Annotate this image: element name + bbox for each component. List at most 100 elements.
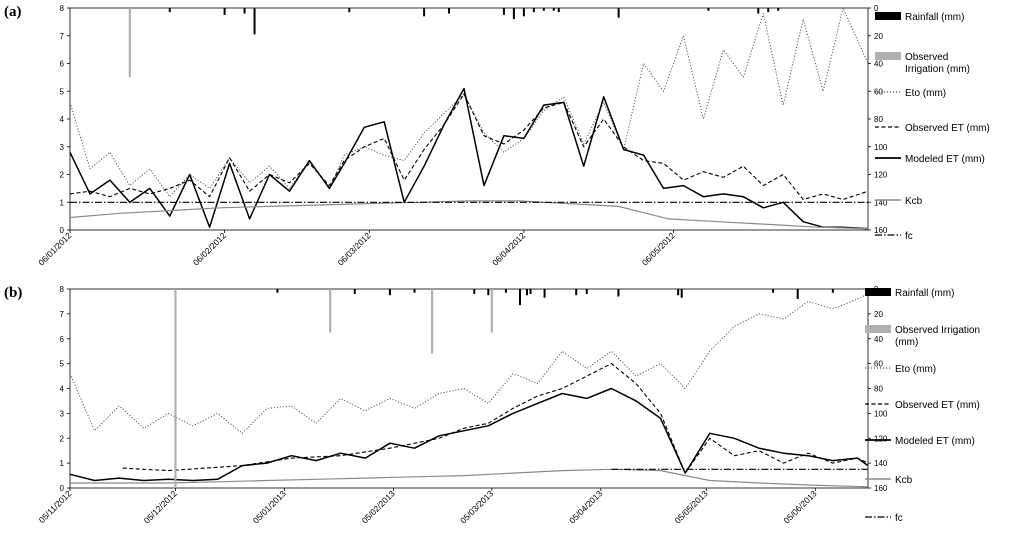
left-tick-label: 7 <box>60 310 65 319</box>
left-tick-label: 5 <box>60 360 65 369</box>
legend-label-fc: fc <box>905 231 913 242</box>
legend-label-obs_et: Observed ET (mm) <box>895 400 980 411</box>
rainfall-bar <box>617 8 620 18</box>
left-tick-label: 3 <box>60 143 65 152</box>
rainfall-bar <box>353 289 356 294</box>
left-tick-label: 2 <box>60 434 65 443</box>
legend-label-mod_et: Modeled ET (mm) <box>895 436 975 447</box>
rainfall-bar <box>348 8 351 13</box>
rainfall-bar <box>529 289 532 294</box>
rainfall-bar <box>617 289 620 297</box>
legend-swatch-irrigation <box>875 52 901 60</box>
legend-swatch-rainfall <box>865 288 891 296</box>
kcb-line <box>70 468 869 488</box>
mod_et-line <box>69 387 869 482</box>
panel-label: (b) <box>4 285 22 301</box>
rainfall-bar <box>473 289 476 294</box>
right-tick-label: 140 <box>874 459 888 468</box>
right-tick-label: 20 <box>874 32 883 41</box>
irrigation-bar <box>490 289 493 333</box>
left-tick-label: 8 <box>60 4 65 13</box>
x-tick-label: 05/04/2013 <box>567 488 604 525</box>
right-tick-label: 80 <box>874 385 883 394</box>
left-tick-label: 2 <box>60 171 65 180</box>
left-tick-label: 0 <box>60 226 65 235</box>
right-tick-label: 40 <box>874 60 883 69</box>
legend-label-fc: fc <box>895 513 903 524</box>
right-tick-label: 160 <box>874 484 888 493</box>
rainfall-bar <box>831 289 834 293</box>
rainfall-bar <box>677 289 680 296</box>
legend-label-irrigation: Irrigation (mm) <box>905 64 970 75</box>
left-tick-label: 3 <box>60 409 65 418</box>
irrigation-bar <box>430 289 434 354</box>
left-tick-label: 6 <box>60 60 65 69</box>
rainfall-bar <box>518 289 521 306</box>
x-tick-label: 05/12/2012 <box>142 488 179 525</box>
rainfall-bar <box>223 8 226 15</box>
rainfall-bar <box>575 289 578 296</box>
rainfall-bar <box>757 8 760 14</box>
left-tick-label: 7 <box>60 32 65 41</box>
x-tick-label: 06/02/2012 <box>191 230 228 267</box>
eto-line <box>69 7 869 198</box>
irrigation-bar <box>174 289 177 488</box>
legend-label-kcb: Kcb <box>905 196 923 207</box>
rainfall-bar <box>796 289 799 299</box>
legend-label-mod_et: Modeled ET (mm) <box>905 154 985 165</box>
right-tick-label: 120 <box>874 434 888 443</box>
legend-label-eto: Eto (mm) <box>905 88 946 99</box>
kcb-line <box>69 200 869 230</box>
left-tick-label: 5 <box>60 87 65 96</box>
legend-label-rainfall: Rainfall (mm) <box>905 12 964 23</box>
left-tick-label: 1 <box>60 459 65 468</box>
rainfall-bar <box>772 289 775 293</box>
rainfall-bar <box>168 8 171 13</box>
x-tick-label: 05/01/2013 <box>251 488 288 525</box>
rainfall-bar <box>504 289 507 293</box>
panel-b: (b)01234567802040608010012014016005/11/2… <box>4 285 980 525</box>
left-tick-label: 8 <box>60 285 65 294</box>
left-tick-label: 4 <box>60 115 65 124</box>
rainfall-bar <box>557 8 560 13</box>
rainfall-bar <box>526 289 529 296</box>
left-tick-label: 4 <box>60 385 65 394</box>
right-tick-label: 160 <box>874 226 888 235</box>
rainfall-bar <box>487 289 490 296</box>
rainfall-bar <box>522 8 525 17</box>
legend-label-obs_et: Observed ET (mm) <box>905 123 990 134</box>
legend-swatch-rainfall <box>875 12 901 20</box>
irrigation-bar <box>329 289 332 333</box>
irrigation-bar <box>128 8 131 78</box>
rainfall-bar <box>423 8 426 17</box>
rainfall-bar <box>448 8 451 14</box>
x-tick-label: 05/05/2013 <box>673 488 710 525</box>
obs_et-line <box>69 93 869 201</box>
x-tick-label: 05/06/2013 <box>782 488 819 525</box>
right-tick-label: 60 <box>874 360 883 369</box>
legend-label-kcb: Kcb <box>895 475 913 486</box>
rainfall-bar <box>253 8 256 35</box>
rainfall-bar <box>680 289 683 298</box>
mod_et-line <box>69 87 869 230</box>
rainfall-bar <box>543 289 546 298</box>
left-tick-label: 1 <box>60 198 65 207</box>
x-tick-label: 06/05/2012 <box>640 230 677 267</box>
x-tick-label: 06/03/2012 <box>336 230 373 267</box>
legend-label-irrigation: (mm) <box>895 337 918 348</box>
legend-label-irrigation: Observed <box>905 52 948 63</box>
legend-swatch-irrigation <box>865 325 891 333</box>
eto-line <box>69 293 869 434</box>
x-tick-label: 05/11/2012 <box>37 488 74 525</box>
x-tick-label: 06/01/2012 <box>36 230 73 267</box>
x-tick-label: 05/03/2013 <box>458 488 495 525</box>
x-tick-label: 06/04/2012 <box>490 230 527 267</box>
rainfall-bar <box>243 8 246 14</box>
left-tick-label: 6 <box>60 335 65 344</box>
right-tick-label: 100 <box>874 143 888 152</box>
right-tick-label: 0 <box>874 4 879 13</box>
right-tick-label: 100 <box>874 409 888 418</box>
